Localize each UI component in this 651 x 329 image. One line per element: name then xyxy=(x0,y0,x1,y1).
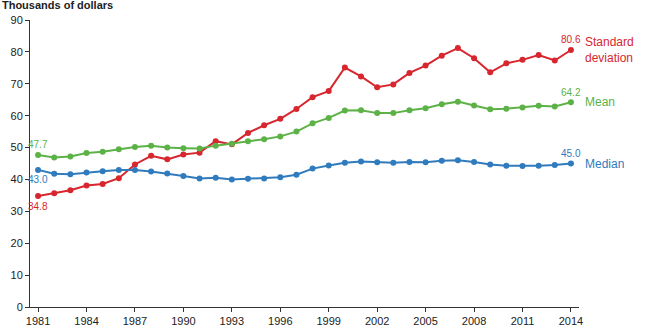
svg-text:Thousands of dollars: Thousands of dollars xyxy=(2,0,113,11)
svg-text:80: 80 xyxy=(11,46,23,58)
svg-text:1996: 1996 xyxy=(268,315,292,327)
svg-text:1993: 1993 xyxy=(220,315,244,327)
svg-text:2005: 2005 xyxy=(413,315,437,327)
svg-text:Median: Median xyxy=(585,157,624,171)
svg-text:1999: 1999 xyxy=(316,315,340,327)
svg-text:60: 60 xyxy=(11,110,23,122)
svg-text:1987: 1987 xyxy=(123,315,147,327)
svg-text:20: 20 xyxy=(11,237,23,249)
svg-text:80.6: 80.6 xyxy=(561,34,581,45)
svg-text:2008: 2008 xyxy=(462,315,486,327)
svg-text:70: 70 xyxy=(11,78,23,90)
svg-text:90: 90 xyxy=(11,14,23,26)
svg-text:1981: 1981 xyxy=(26,315,50,327)
svg-text:0: 0 xyxy=(17,301,23,313)
svg-text:2011: 2011 xyxy=(511,315,535,327)
svg-text:30: 30 xyxy=(11,205,23,217)
svg-text:47.7: 47.7 xyxy=(28,139,48,150)
svg-text:43.0: 43.0 xyxy=(28,174,48,185)
svg-text:1990: 1990 xyxy=(171,315,195,327)
svg-text:2014: 2014 xyxy=(559,315,583,327)
svg-text:2002: 2002 xyxy=(365,315,389,327)
svg-text:64.2: 64.2 xyxy=(561,87,581,98)
svg-text:40: 40 xyxy=(11,173,23,185)
svg-text:10: 10 xyxy=(11,269,23,281)
svg-text:1984: 1984 xyxy=(74,315,98,327)
svg-text:34.8: 34.8 xyxy=(28,201,48,212)
svg-text:50: 50 xyxy=(11,141,23,153)
svg-text:45.0: 45.0 xyxy=(561,148,581,159)
svg-text:Standarddeviation: Standarddeviation xyxy=(585,35,634,65)
svg-text:Mean: Mean xyxy=(585,95,615,109)
